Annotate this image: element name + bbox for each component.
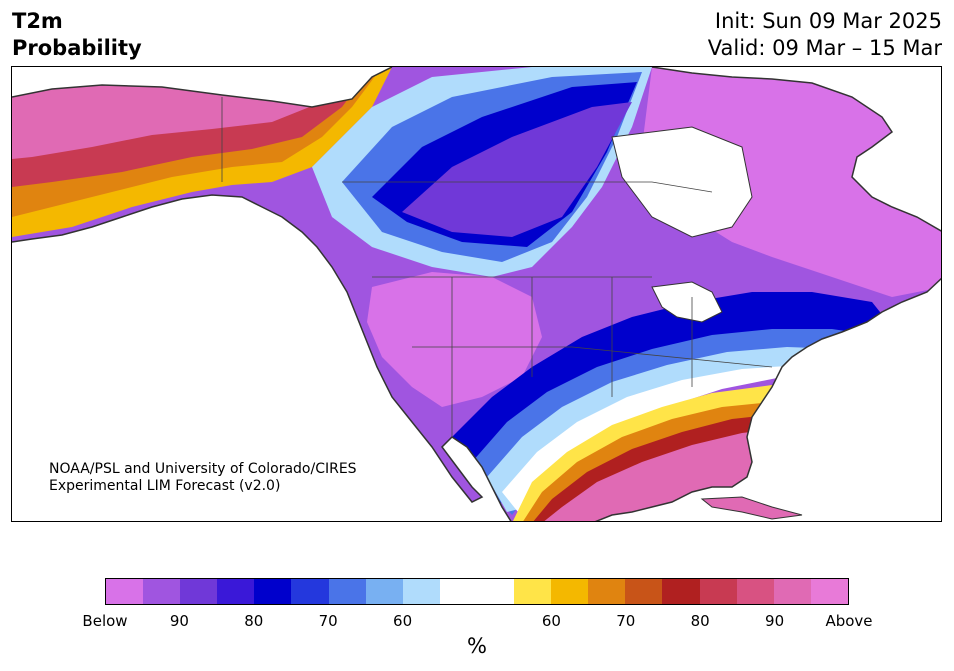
probability-map [11, 66, 942, 522]
colorbar-tick-label: Below [82, 612, 128, 630]
colorbar-segment-19 [810, 579, 848, 604]
colorbar-segment-2 [180, 579, 218, 604]
colorbar-segment-4 [254, 579, 292, 604]
forecast-dates: Init: Sun 09 Mar 2025 Valid: 09 Mar – 15… [708, 8, 942, 62]
colorbar-segment-3 [217, 579, 255, 604]
colorbar-tick-label: Above [825, 612, 873, 630]
coastline [12, 67, 941, 521]
colorbar-segment-14 [625, 579, 663, 604]
field-canada-below-90 [402, 102, 632, 237]
data-credit: NOAA/PSL and University of Colorado/CIRE… [49, 461, 357, 495]
colorbar [105, 578, 849, 605]
colorbar-segment-13 [588, 579, 626, 604]
colorbar-segment-6 [328, 579, 366, 604]
colorbar-ticks: Below 90 80 70 60 60 70 80 90 Above [82, 612, 872, 632]
colorbar-segment-11 [514, 579, 552, 604]
great-lakes [651, 281, 723, 323]
colorbar-segment-17 [736, 579, 774, 604]
colorbar-segment-5 [291, 579, 329, 604]
colorbar-segment-18 [773, 579, 811, 604]
map-svg [12, 67, 941, 521]
field-east-canada-below [642, 67, 941, 297]
colorbar-tick-label: 70 [318, 612, 338, 630]
colorbar-tick-label: 90 [765, 612, 785, 630]
title-line-variable: T2m [12, 9, 63, 33]
title-line-type: Probability [12, 36, 142, 60]
colorbar-segment-9 [439, 579, 477, 604]
hudson-bay [611, 126, 753, 238]
colorbar-segment-7 [365, 579, 403, 604]
colorbar-tick-label: 60 [541, 612, 561, 630]
colorbar-tick-label: 60 [393, 612, 413, 630]
colorbar-tick-label: 90 [169, 612, 189, 630]
cuba [700, 496, 803, 520]
colorbar-segment-15 [662, 579, 700, 604]
colorbar-segment-12 [551, 579, 589, 604]
colorbar-tick-label: 80 [244, 612, 264, 630]
field-west-us-below [367, 272, 542, 407]
colorbar-unit: % [467, 634, 487, 658]
colorbar-segment-16 [699, 579, 737, 604]
probability-field [12, 67, 941, 521]
colorbar-tick-label: 80 [690, 612, 710, 630]
chart-title: T2m Probability [12, 8, 142, 62]
colorbar-tick-label: 70 [616, 612, 636, 630]
credit-line-2: Experimental LIM Forecast (v2.0) [49, 478, 281, 494]
field-se-above-90 [542, 427, 792, 521]
colorbar-segment-0 [106, 579, 144, 604]
colorbar-segment-8 [402, 579, 440, 604]
init-date: Init: Sun 09 Mar 2025 [714, 9, 942, 33]
valid-range: Valid: 09 Mar – 15 Mar [707, 36, 942, 60]
colorbar-segment-10 [476, 579, 515, 604]
political-borders [221, 97, 773, 437]
credit-line-1: NOAA/PSL and University of Colorado/CIRE… [49, 461, 357, 477]
colorbar-segment-1 [143, 579, 181, 604]
